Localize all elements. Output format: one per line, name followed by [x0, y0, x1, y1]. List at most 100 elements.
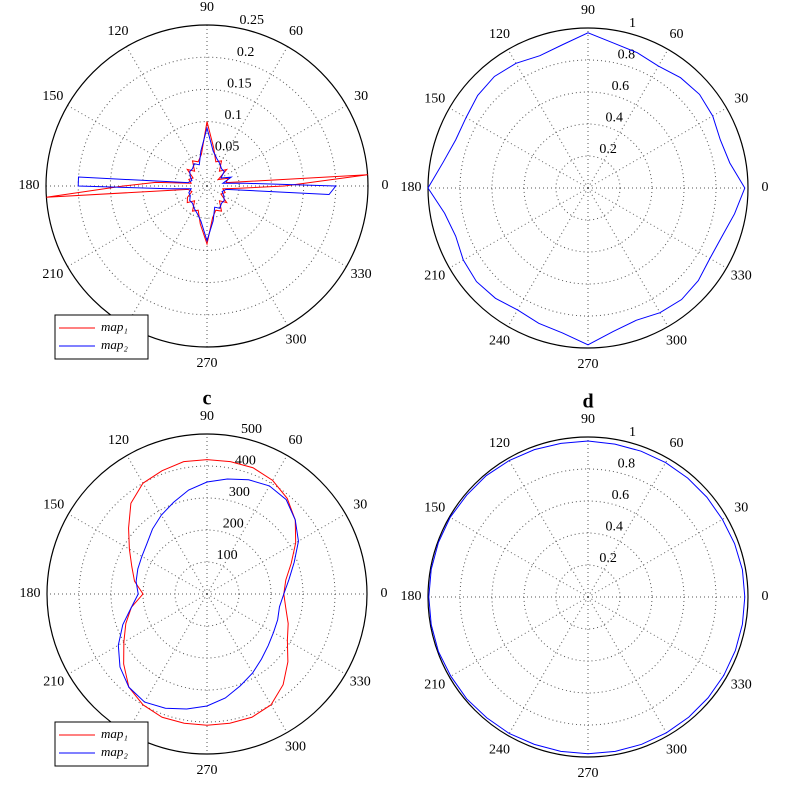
- theta-tick-label: 300: [285, 740, 306, 755]
- grid-spoke: [507, 458, 589, 598]
- theta-tick-label: 240: [489, 743, 510, 758]
- r-tick-label: 500: [241, 422, 262, 437]
- grid-spoke: [449, 107, 589, 189]
- r-tick-label: 0.2: [599, 142, 617, 157]
- legend-label: map₂: [101, 337, 128, 352]
- r-tick-label: 0.4: [605, 110, 623, 125]
- theta-tick-label: 210: [42, 267, 63, 282]
- grid-spoke: [449, 516, 589, 598]
- r-tick-label: 1: [629, 16, 636, 31]
- r-tick-label: 0.25: [239, 13, 264, 28]
- polar-chart: 100 200 300 400 500 0 30 60 90 120 150 180 210 270 300…: [20, 388, 388, 779]
- theta-tick-label: 300: [666, 743, 687, 758]
- theta-tick-label: 120: [108, 433, 129, 448]
- r-tick-label: 0.2: [599, 551, 617, 566]
- r-tick-label: 400: [235, 454, 256, 469]
- series-line: [117, 478, 299, 710]
- theta-tick-label: 210: [43, 675, 64, 690]
- legend: map₁ map₂: [54, 721, 149, 767]
- theta-tick-label: 150: [43, 498, 64, 513]
- chart-title: c: [203, 388, 212, 410]
- r-tick-label: 0.8: [618, 48, 636, 63]
- grid-spoke: [206, 46, 288, 187]
- theta-tick-label: 240: [489, 334, 510, 349]
- grid-spoke: [206, 513, 346, 595]
- grid-spoke: [206, 593, 346, 675]
- theta-tick-label: 90: [200, 0, 214, 15]
- theta-tick-label: 30: [354, 89, 368, 104]
- theta-tick-label: 210: [424, 678, 445, 693]
- theta-tick-label: 120: [489, 436, 510, 451]
- theta-tick-label: 30: [734, 501, 748, 516]
- theta-tick-label: 120: [108, 24, 129, 39]
- theta-tick-label: 90: [581, 412, 595, 427]
- r-tick-label: 0.8: [618, 457, 636, 472]
- r-tick-label: 0.1: [225, 108, 243, 123]
- polar-chart: 0.05 0.1 0.15 0.2 0.25 0 30 60 90 120 150 180 210 270…: [19, 0, 389, 371]
- theta-tick-label: 120: [489, 27, 510, 42]
- grid-spoke: [587, 49, 669, 189]
- theta-tick-label: 0: [381, 586, 388, 601]
- grid-spoke: [126, 185, 208, 326]
- theta-tick-label: 330: [351, 267, 372, 282]
- theta-tick-label: 60: [670, 436, 684, 451]
- legend-box: [54, 721, 149, 767]
- grid-spoke: [587, 458, 669, 598]
- grid-spoke: [449, 187, 589, 269]
- theta-tick-label: 270: [578, 766, 599, 781]
- theta-tick-label: 210: [424, 269, 445, 284]
- legend-label: map₁: [101, 319, 128, 334]
- theta-tick-label: 150: [42, 89, 63, 104]
- theta-tick-label: 330: [731, 269, 752, 284]
- theta-tick-label: 90: [200, 409, 214, 424]
- grid-spoke: [449, 596, 589, 678]
- r-tick-label: 200: [223, 516, 244, 531]
- grid-spoke: [126, 455, 208, 595]
- grid-spoke: [206, 593, 288, 733]
- theta-tick-label: 90: [581, 3, 595, 18]
- series-line: [77, 126, 337, 243]
- r-tick-label: 0.6: [612, 79, 630, 94]
- theta-tick-label: 330: [731, 678, 752, 693]
- grid-spoke: [67, 185, 208, 267]
- grid-spoke: [587, 596, 669, 736]
- theta-tick-label: 270: [197, 356, 218, 371]
- grid-spoke: [206, 105, 347, 187]
- grid-spoke: [126, 46, 208, 187]
- grid-spoke: [587, 596, 727, 678]
- grid-spoke: [507, 596, 589, 736]
- r-tick-label: 0.6: [612, 488, 630, 503]
- series-line: [428, 440, 746, 755]
- r-tick-label: 300: [229, 485, 250, 500]
- grid-spoke: [206, 185, 288, 326]
- theta-tick-label: 330: [350, 675, 371, 690]
- grid-spoke: [587, 187, 727, 269]
- grid-spoke: [67, 105, 208, 187]
- theta-tick-label: 0: [762, 589, 769, 604]
- grid-spoke: [587, 107, 727, 189]
- grid-spoke: [507, 187, 589, 327]
- grid-spoke: [587, 187, 669, 327]
- theta-tick-label: 300: [286, 332, 307, 347]
- polar-chart: 0.2 0.4 0.6 0.8 1 0 30 60 90 120 150 180 210 240 270 30…: [401, 3, 769, 372]
- r-tick-label: 100: [217, 548, 238, 563]
- theta-tick-label: 60: [670, 27, 684, 42]
- grid-spoke: [68, 593, 208, 675]
- chart-title: d: [582, 391, 593, 413]
- outer-circle: [45, 24, 369, 348]
- theta-tick-label: 180: [401, 180, 422, 195]
- theta-tick-label: 150: [424, 501, 445, 516]
- legend-label: map₁: [101, 726, 128, 741]
- theta-tick-label: 60: [289, 24, 303, 39]
- grid-spoke: [126, 593, 208, 733]
- series-line: [46, 121, 368, 246]
- theta-tick-label: 30: [353, 498, 367, 513]
- grid-spoke: [206, 185, 347, 267]
- r-tick-label: 0.2: [237, 45, 255, 60]
- theta-tick-label: 270: [197, 763, 218, 778]
- theta-tick-label: 30: [734, 92, 748, 107]
- outer-circle: [46, 433, 368, 755]
- series-line: [123, 459, 297, 726]
- theta-tick-label: 0: [762, 180, 769, 195]
